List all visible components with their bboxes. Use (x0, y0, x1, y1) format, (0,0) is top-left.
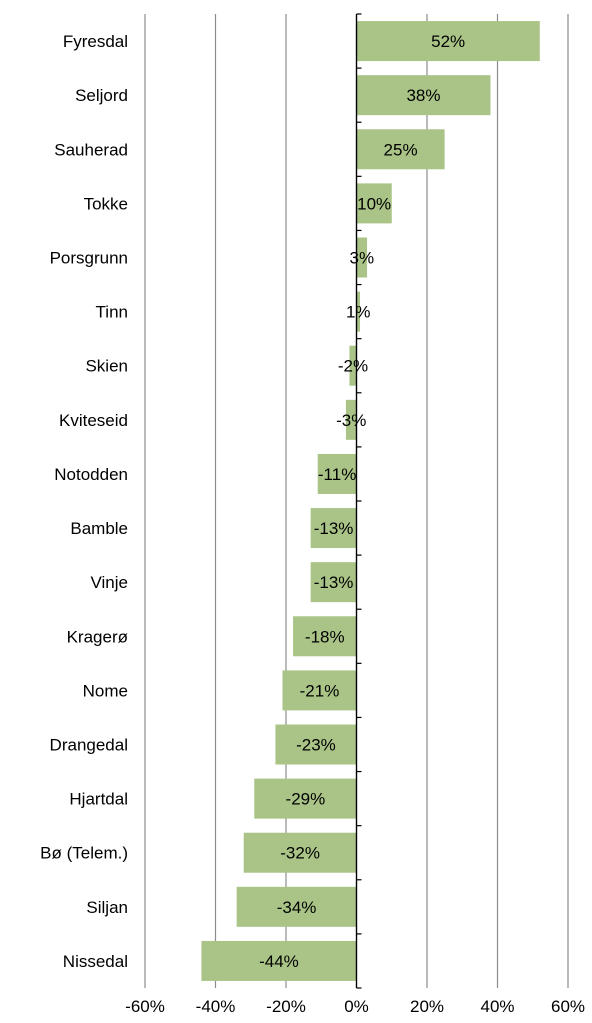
zero-axis (355, 13, 362, 989)
x-tick-label: 60% (551, 997, 585, 1016)
category-label: Skien (85, 357, 128, 376)
bar (317, 453, 357, 494)
category-label: Kviteseid (59, 411, 128, 430)
bar (356, 75, 491, 116)
data-label: 38% (406, 86, 440, 105)
bar (356, 21, 540, 62)
category-label: Nome (83, 681, 128, 700)
bar (310, 562, 357, 603)
bar (236, 886, 357, 927)
data-label: -13% (314, 519, 354, 538)
category-label: Bamble (70, 519, 128, 538)
x-tick-labels: -60% -40% -20% 0% 20% 40% 60% (125, 997, 585, 1016)
bar (356, 237, 368, 278)
category-label: Vinje (91, 573, 129, 592)
x-tick-label: -20% (266, 997, 306, 1016)
category-label: Drangedal (50, 736, 128, 755)
data-label: -11% (318, 465, 356, 484)
bar (201, 940, 357, 981)
category-label: Siljan (86, 898, 128, 917)
data-label: -3% (336, 411, 366, 430)
data-label: 52% (431, 32, 465, 51)
category-label: Sauherad (54, 140, 128, 159)
bar (293, 616, 357, 657)
bar (282, 670, 357, 711)
bar (243, 832, 357, 873)
data-label: -21% (300, 681, 340, 700)
x-tick-label: -60% (125, 997, 165, 1016)
data-label: -44% (259, 952, 299, 971)
category-label: Kragerø (67, 627, 128, 646)
data-label: 10% (357, 194, 391, 213)
bar (275, 724, 357, 765)
data-label: -34% (277, 898, 317, 917)
category-labels: Fyresdal Seljord Sauherad Tokke Porsgrunn Tin… (40, 32, 128, 971)
x-tick-label: 20% (410, 997, 444, 1016)
bar (310, 508, 357, 549)
bar (356, 291, 361, 332)
data-label: -29% (286, 790, 326, 809)
category-label: Seljord (75, 86, 128, 105)
category-label: Notodden (54, 465, 128, 484)
data-label: 25% (384, 140, 418, 159)
gridlines (144, 14, 569, 988)
bar (254, 778, 357, 819)
data-label: -18% (305, 627, 345, 646)
bar (356, 183, 392, 224)
x-tick-label: 40% (480, 997, 514, 1016)
data-label: -32% (280, 844, 320, 863)
category-label: Bø (Telem.) (40, 844, 128, 863)
bars (201, 21, 540, 981)
data-label: 3% (349, 249, 374, 268)
bar (356, 129, 445, 170)
x-tick-label: 0% (344, 997, 369, 1016)
bar (345, 399, 357, 440)
x-tick-label: -40% (196, 997, 236, 1016)
category-label: Fyresdal (63, 32, 128, 51)
bar (349, 345, 357, 386)
data-label: 1% (346, 303, 371, 322)
category-label: Tokke (84, 194, 128, 213)
data-label: -13% (314, 573, 354, 592)
category-label: Nissedal (63, 952, 128, 971)
category-label: Hjartdal (69, 790, 128, 809)
category-label: Porsgrunn (50, 249, 128, 268)
data-label: -2% (338, 357, 368, 376)
data-labels: 52% 38% 25% 10% 3% 1% -2% -3% -11% -13% -13% -18% -2… (259, 32, 465, 971)
category-label: Tinn (96, 303, 128, 322)
data-label: -23% (296, 736, 336, 755)
